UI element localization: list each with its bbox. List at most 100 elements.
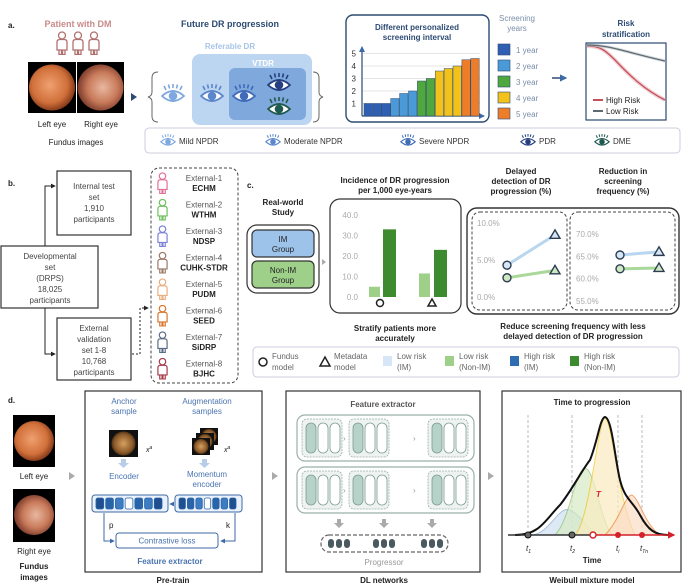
down-arrow-icon bbox=[379, 519, 389, 528]
down-arrow-icon bbox=[199, 459, 210, 468]
legend-label-line2: (IM) bbox=[524, 363, 539, 372]
screening-years-title-line1: Screening bbox=[499, 14, 535, 23]
external-sites-box bbox=[150, 167, 239, 384]
delayed-chart-box bbox=[471, 211, 568, 311]
fundus-model-point bbox=[502, 273, 512, 283]
x-aug-label: xa bbox=[223, 445, 231, 454]
legend-label-line2: (Non-IM) bbox=[459, 363, 491, 372]
delayed-title-line2: detection of DR bbox=[491, 177, 550, 186]
encoder-layer bbox=[105, 497, 114, 510]
internal-test-set-box bbox=[56, 170, 132, 236]
risk-title-line2: stratification bbox=[602, 30, 650, 39]
high-risk-curve bbox=[586, 45, 666, 101]
weibull-plot: T t1 t2 ti tTn Time bbox=[508, 415, 676, 565]
incidence-y-tick: 20.0 bbox=[342, 252, 358, 261]
incidence-y-tick: 30.0 bbox=[342, 232, 358, 241]
km-plot-box bbox=[585, 42, 667, 121]
conv-layer bbox=[431, 422, 443, 454]
progressor-node bbox=[437, 539, 443, 548]
box-text-line: (DRPS) bbox=[36, 274, 64, 283]
legend-label-line1: Metadata bbox=[334, 352, 368, 361]
metadata-model-triangle-icon bbox=[426, 297, 438, 307]
incidence-y-tick: 40.0 bbox=[342, 211, 358, 220]
site-name: External-7 bbox=[186, 333, 223, 342]
augmentation-sample-image bbox=[193, 439, 209, 454]
site-name: External-3 bbox=[186, 227, 223, 236]
incidence-bar bbox=[434, 249, 447, 297]
interval-bar bbox=[363, 103, 373, 117]
momentum-encoder-line1: Momentum bbox=[187, 470, 227, 479]
p-label: p bbox=[109, 521, 114, 530]
legend-label-line1: Low risk bbox=[459, 352, 489, 361]
panel-d: d. Left eye Right eye Fundus images Anch… bbox=[8, 390, 682, 585]
reduce-caption-line1: Reduce screening frequency with less bbox=[500, 322, 646, 331]
encoder-layer bbox=[203, 497, 212, 510]
interval-y-tick: 1 bbox=[352, 100, 357, 109]
encoder-layer bbox=[134, 497, 143, 510]
down-arrow-icon bbox=[118, 459, 129, 468]
fundus-model-point bbox=[502, 260, 512, 270]
metadata-model-point bbox=[652, 245, 666, 257]
risk-title-line1: Risk bbox=[618, 19, 635, 28]
series-line bbox=[506, 268, 556, 280]
real-world-title-line2: Study bbox=[272, 208, 295, 217]
augmentation-label-line1: Augmentation bbox=[182, 397, 231, 406]
down-arrow-icon bbox=[427, 519, 437, 528]
progressor-node bbox=[429, 539, 435, 548]
metadata-model-point bbox=[548, 263, 562, 275]
progressor-node bbox=[336, 539, 342, 548]
fundus-model-legend-icon bbox=[258, 357, 268, 367]
arrow-icon: › bbox=[413, 486, 416, 495]
developmental-set-box bbox=[0, 245, 99, 309]
legend-label-line2: (IM) bbox=[397, 363, 412, 372]
interval-title-line2: screening interval bbox=[383, 33, 451, 42]
progression-title: Future DR progression bbox=[181, 19, 279, 29]
anchor-label-line1: Anchor bbox=[111, 397, 137, 406]
encoder-layer bbox=[153, 497, 163, 510]
box-text-line: participants bbox=[30, 296, 71, 305]
tTn-marker bbox=[639, 532, 645, 538]
conv-layer bbox=[317, 474, 329, 506]
conv-layer bbox=[364, 474, 376, 506]
conv-layer bbox=[364, 422, 376, 454]
fundus-model-circle-icon bbox=[375, 298, 385, 308]
y-tick: 70.0% bbox=[576, 230, 599, 239]
encoder-layer bbox=[187, 497, 195, 510]
conv-layer bbox=[317, 422, 329, 454]
legend-label-line2: model bbox=[272, 363, 294, 372]
time-tick-subscript: i bbox=[618, 549, 620, 555]
delayed-title-line3: progression (%) bbox=[491, 187, 552, 196]
time-tick-symbol: t bbox=[526, 544, 529, 553]
t2-marker bbox=[568, 531, 576, 539]
time-title: Time to progression bbox=[554, 398, 631, 407]
legend-label-line1: Fundus bbox=[272, 352, 299, 361]
box-text-line: 18,025 bbox=[38, 285, 63, 294]
time-tick-symbol: t bbox=[616, 544, 619, 553]
time-tick: t1 bbox=[526, 544, 531, 555]
right-fundus-retina bbox=[77, 64, 124, 111]
stage-label: Mild NPDR bbox=[179, 137, 219, 146]
interval-y-ticks: 1 2 3 4 5 bbox=[352, 50, 357, 109]
incidence-y-tick: 0.0 bbox=[347, 293, 359, 302]
site-code: ECHM bbox=[192, 184, 216, 193]
interval-y-tick: 3 bbox=[352, 75, 357, 84]
panel-a: a. Patient with DM Left eye Right eye Fu… bbox=[8, 14, 681, 154]
incidence-title-line2: per 1,000 eye-years bbox=[358, 186, 432, 195]
stage-label: PDR bbox=[539, 137, 556, 146]
legend-label-line2: model bbox=[334, 363, 356, 372]
site-code: SEED bbox=[193, 317, 215, 326]
year-swatch bbox=[497, 59, 511, 72]
conv-layer bbox=[376, 474, 388, 506]
panel-c-legend-box bbox=[252, 346, 680, 378]
incidence-title-line1: Incidence of DR progression bbox=[341, 176, 450, 185]
interval-bar bbox=[381, 103, 391, 117]
interval-bar bbox=[372, 103, 382, 117]
time-tick: t2 bbox=[570, 544, 575, 555]
external-validation-text: External validation set 1-8 10,768 participa… bbox=[74, 324, 115, 377]
site-code: WTHM bbox=[192, 211, 217, 220]
arrow-to-external-sites bbox=[132, 305, 149, 355]
site-code: SiDRP bbox=[192, 343, 217, 352]
censor-marker bbox=[589, 531, 597, 539]
